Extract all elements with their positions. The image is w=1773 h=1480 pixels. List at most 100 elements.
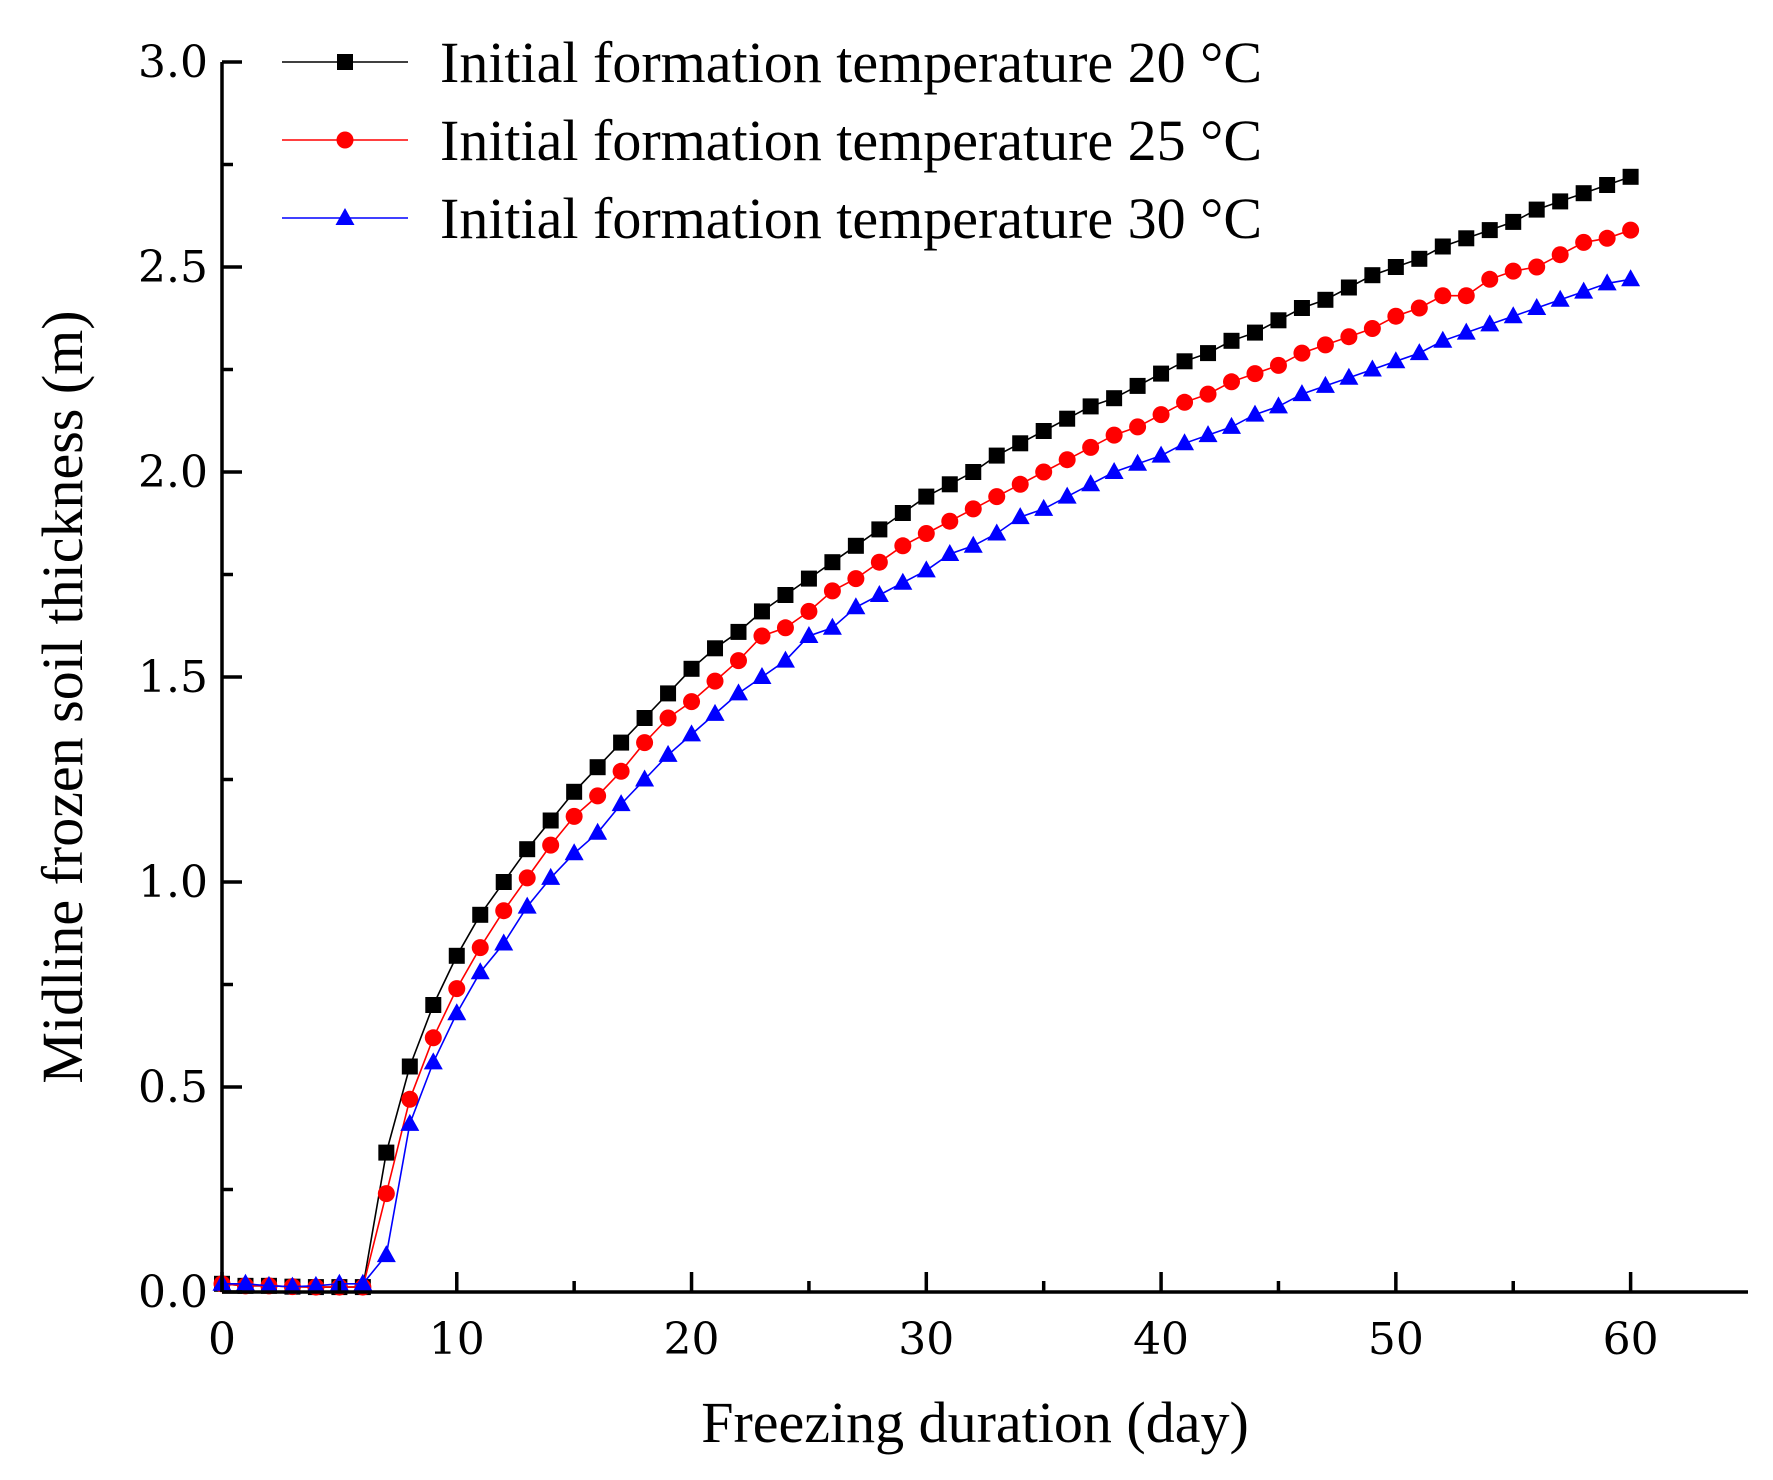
data-point — [1222, 416, 1242, 434]
series-3 — [212, 269, 1641, 1294]
data-point — [870, 553, 888, 571]
data-point — [518, 869, 536, 887]
data-point — [1082, 398, 1099, 415]
data-point — [1176, 393, 1194, 411]
data-point — [259, 1275, 279, 1293]
data-point — [425, 997, 442, 1013]
data-point — [777, 587, 794, 603]
data-point — [611, 794, 631, 812]
data-point — [1129, 377, 1146, 394]
data-point — [1599, 177, 1616, 193]
data-point — [1363, 320, 1381, 337]
data-point — [1622, 168, 1639, 185]
data-point — [1527, 298, 1547, 315]
data-point — [1246, 324, 1263, 341]
data-point — [1575, 233, 1593, 251]
data-point — [565, 807, 583, 825]
data-point — [235, 1273, 255, 1291]
data-point — [1268, 396, 1288, 414]
data-point — [564, 843, 584, 861]
data-point — [871, 521, 888, 538]
data-point — [1176, 353, 1193, 370]
data-point — [1200, 345, 1217, 362]
legend-marker — [335, 208, 355, 225]
data-point — [353, 1273, 373, 1291]
data-point — [1340, 328, 1358, 346]
data-point — [683, 693, 701, 711]
data-point — [846, 597, 866, 615]
x-tick-label: 30 — [898, 1314, 954, 1365]
legend-label: Initial formation temperature 20 °C — [440, 30, 1262, 95]
data-point — [1129, 418, 1147, 436]
data-point — [1481, 222, 1498, 239]
data-point — [799, 626, 819, 643]
data-point — [1199, 385, 1217, 403]
y-tick-label: 0.5 — [138, 1062, 208, 1113]
data-point — [729, 652, 747, 670]
data-point — [472, 906, 489, 923]
data-point — [916, 560, 936, 578]
data-point — [1175, 433, 1195, 451]
data-point — [589, 787, 607, 805]
data-point — [1574, 281, 1594, 299]
x-tick-label: 50 — [1368, 1314, 1424, 1365]
data-point — [1434, 238, 1451, 255]
data-point — [448, 980, 466, 998]
data-point — [1059, 410, 1076, 427]
x-tick-label: 40 — [1133, 1314, 1189, 1365]
data-point — [1339, 367, 1359, 385]
x-tick-label: 10 — [429, 1314, 485, 1365]
data-point — [988, 488, 1006, 506]
y-tick-label: 0.0 — [138, 1267, 208, 1318]
data-point — [823, 582, 841, 600]
data-point — [1198, 425, 1218, 443]
data-point — [706, 672, 724, 690]
data-point — [1458, 230, 1475, 247]
data-point — [495, 874, 512, 890]
data-point — [1410, 299, 1428, 317]
data-point — [1035, 463, 1053, 481]
data-point — [800, 602, 818, 620]
data-point — [401, 1090, 419, 1108]
data-point — [1270, 312, 1287, 329]
data-point — [471, 939, 489, 957]
data-point — [1058, 451, 1076, 469]
data-point — [728, 683, 748, 701]
data-point — [542, 836, 560, 854]
data-point — [282, 1276, 302, 1294]
data-point — [1012, 435, 1029, 452]
data-point — [1245, 404, 1265, 422]
data-point — [1128, 453, 1148, 471]
data-point — [1434, 287, 1452, 305]
data-point — [1152, 406, 1170, 424]
data-point — [566, 783, 583, 800]
data-point — [869, 585, 889, 602]
legend-marker — [336, 131, 354, 149]
data-point — [1433, 330, 1453, 348]
data-point — [306, 1275, 326, 1293]
data-point — [1411, 250, 1428, 267]
data-point — [705, 703, 725, 721]
y-tick-label: 2.5 — [138, 242, 208, 293]
data-point — [917, 525, 935, 542]
data-point — [1057, 486, 1077, 504]
data-point — [1362, 359, 1382, 377]
data-point — [1552, 193, 1569, 210]
data-point — [589, 759, 606, 776]
data-point — [423, 1052, 443, 1070]
data-point — [1034, 498, 1054, 516]
data-point — [1293, 344, 1311, 362]
data-point — [683, 660, 700, 677]
data-point — [401, 1058, 418, 1075]
series-line — [222, 278, 1631, 1288]
data-point — [1551, 246, 1569, 264]
data-point — [682, 724, 702, 742]
data-point — [636, 734, 654, 752]
data-point — [941, 512, 959, 530]
data-point — [542, 812, 559, 829]
data-point — [1223, 373, 1241, 391]
data-point — [1409, 343, 1429, 361]
data-point — [1153, 365, 1170, 382]
data-point — [847, 570, 865, 588]
legend-entry: Initial formation temperature 20 °C — [282, 30, 1262, 95]
